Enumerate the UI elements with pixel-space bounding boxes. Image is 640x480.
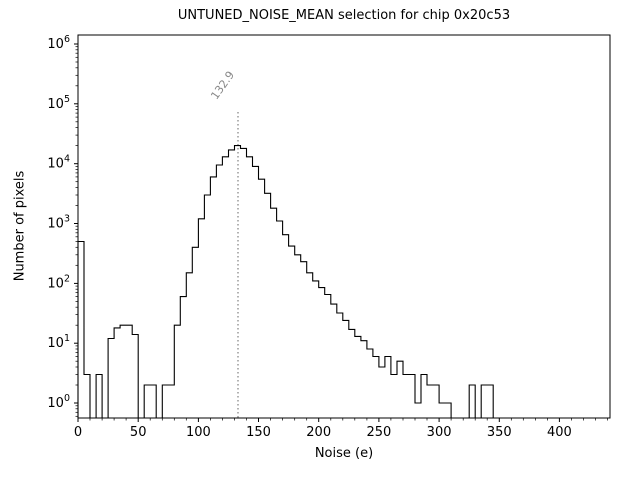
svg-text:300: 300 <box>427 425 452 440</box>
svg-text:101: 101 <box>47 333 70 351</box>
svg-text:150: 150 <box>246 425 271 440</box>
svg-text:103: 103 <box>47 214 70 232</box>
svg-text:102: 102 <box>47 273 70 291</box>
svg-text:350: 350 <box>487 425 512 440</box>
svg-text:100: 100 <box>186 425 211 440</box>
y-axis-label: Number of pixels <box>12 170 28 282</box>
svg-text:200: 200 <box>306 425 331 440</box>
svg-text:50: 50 <box>130 425 147 440</box>
svg-text:250: 250 <box>366 425 391 440</box>
x-axis-label: Noise (e) <box>314 446 374 461</box>
svg-text:400: 400 <box>547 425 572 440</box>
svg-text:104: 104 <box>47 154 70 172</box>
svg-text:106: 106 <box>47 34 70 52</box>
svg-text:105: 105 <box>47 94 70 112</box>
svg-text:0: 0 <box>74 425 82 440</box>
svg-text:100: 100 <box>47 393 70 411</box>
chart-title: UNTUNED_NOISE_MEAN selection for chip 0x… <box>177 8 511 23</box>
